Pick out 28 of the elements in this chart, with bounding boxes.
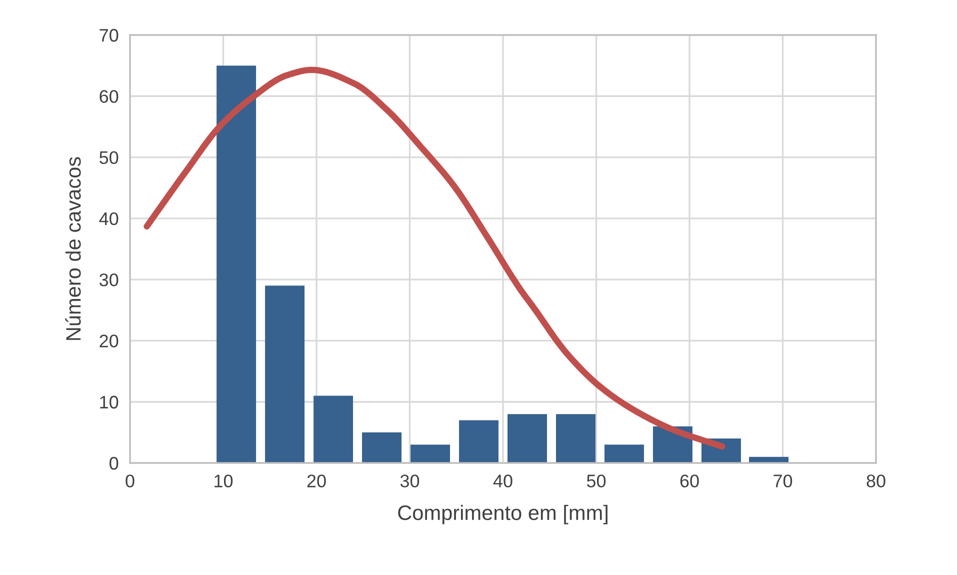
- bar: [604, 444, 644, 463]
- bar: [362, 432, 402, 463]
- x-tick-label: 50: [586, 474, 606, 488]
- x-tick-label: 40: [493, 474, 512, 488]
- bar: [508, 414, 547, 463]
- y-tick-label: 60: [100, 90, 118, 103]
- y-tick-label: 40: [99, 212, 118, 226]
- x-tick-label: 80: [866, 474, 886, 488]
- y-tick-label: 0: [110, 456, 118, 470]
- bar: [265, 286, 305, 463]
- y-tick-label: 20: [100, 334, 118, 348]
- x-tick-label: 0: [126, 474, 134, 488]
- bar: [216, 66, 256, 463]
- y-tick-label: 10: [100, 396, 118, 409]
- bar: [410, 444, 450, 463]
- y-tick-label: 70: [100, 28, 118, 42]
- y-tick-label: 30: [99, 274, 118, 286]
- x-tick-label: 10: [214, 474, 233, 488]
- y-axis-title: Número de cavacos: [65, 157, 81, 340]
- x-tick-label: 70: [774, 474, 792, 488]
- x-tick-label: 20: [307, 474, 326, 488]
- x-tick-label: 60: [680, 474, 699, 488]
- bar: [314, 396, 354, 463]
- y-tick-label: 50: [100, 151, 118, 164]
- bar: [459, 420, 498, 463]
- bar: [556, 414, 596, 463]
- x-axis-title: Comprimento em [mm]: [398, 504, 608, 524]
- x-tick-label: 30: [400, 474, 420, 488]
